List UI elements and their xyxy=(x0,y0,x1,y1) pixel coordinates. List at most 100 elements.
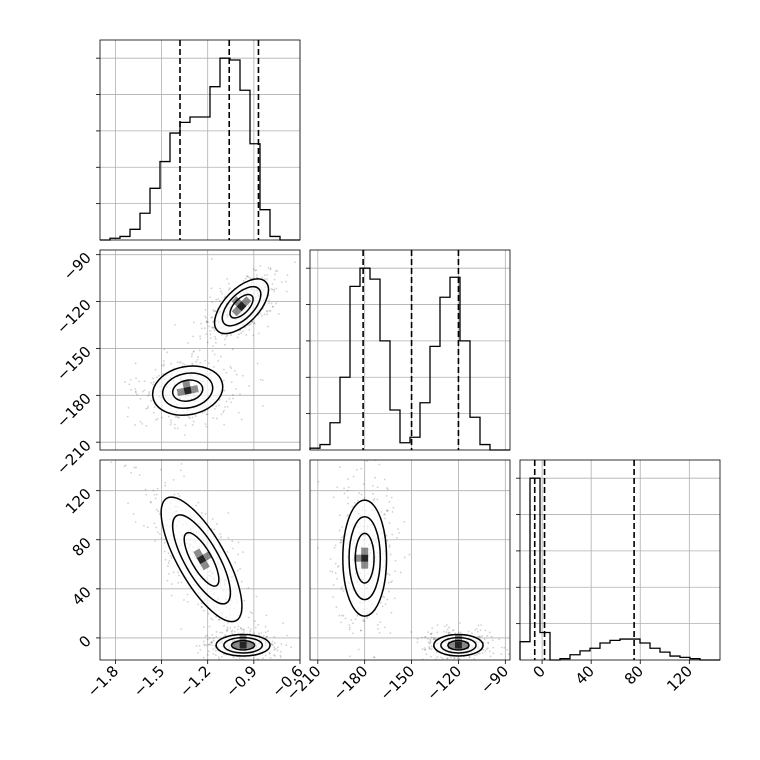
scatter-point xyxy=(145,407,148,410)
scatter-point xyxy=(209,337,212,340)
scatter-point xyxy=(207,612,210,615)
scatter-point xyxy=(351,632,354,635)
scatter-point xyxy=(254,626,257,629)
scatter-point xyxy=(388,500,391,503)
scatter-point xyxy=(162,365,165,367)
scatter-point xyxy=(173,427,176,430)
scatter-point xyxy=(342,614,345,617)
scatter-point xyxy=(430,648,433,651)
scatter-point xyxy=(201,412,204,414)
scatter-point xyxy=(347,478,349,480)
contour-level xyxy=(160,496,243,623)
scatter-point xyxy=(228,282,230,285)
scatter-point xyxy=(146,407,149,409)
scatter-point xyxy=(157,510,160,513)
scatter-point xyxy=(353,501,356,504)
contour-level xyxy=(223,636,264,654)
scatter-point xyxy=(240,418,243,421)
y-tick-label: −90 xyxy=(60,249,95,284)
scatter-point xyxy=(199,649,202,651)
scatter-point xyxy=(214,341,217,344)
scatter-point xyxy=(220,655,223,658)
scatter-point xyxy=(378,632,381,634)
scatter-point xyxy=(208,636,211,639)
scatter-point xyxy=(264,654,267,657)
scatter-point xyxy=(226,628,229,631)
scatter-point xyxy=(211,301,214,304)
scatter-point xyxy=(487,642,490,644)
contour-level xyxy=(161,372,214,409)
scatter-point xyxy=(347,486,350,489)
scatter-point xyxy=(211,640,214,643)
scatter-point xyxy=(341,539,343,542)
density-cell xyxy=(461,641,469,649)
scatter-point xyxy=(210,617,212,620)
scatter-point xyxy=(269,267,272,270)
scatter-point xyxy=(178,574,180,577)
scatter-point xyxy=(354,618,357,621)
scatter-point xyxy=(251,321,254,323)
density-cell xyxy=(190,385,199,394)
scatter-point xyxy=(239,627,242,629)
scatter-point xyxy=(265,309,268,312)
scatter-point xyxy=(266,630,269,633)
scatter-point xyxy=(334,544,337,547)
scatter-point xyxy=(257,623,260,626)
scatter-point xyxy=(195,360,197,363)
density-cell xyxy=(202,551,213,561)
scatter-point xyxy=(479,629,482,632)
density-cell xyxy=(246,641,254,649)
scatter-point xyxy=(506,648,509,651)
scatter-point xyxy=(172,571,175,574)
scatter-point xyxy=(273,654,275,656)
scatter-point xyxy=(148,451,150,453)
contour-level xyxy=(342,499,388,617)
scatter-point xyxy=(474,629,477,631)
scatter-point xyxy=(220,290,222,293)
scatter-point xyxy=(251,320,254,323)
scatter-point xyxy=(191,416,194,419)
y-tick-label: −180 xyxy=(53,389,95,431)
scatter-point xyxy=(196,358,199,361)
scatter-point xyxy=(174,416,177,418)
scatter-point xyxy=(212,648,214,651)
scatter-point xyxy=(252,657,255,659)
scatter-point xyxy=(339,539,342,542)
contour-level xyxy=(230,639,256,651)
scatter-point xyxy=(209,643,212,646)
scatter-point xyxy=(248,632,251,635)
scatter-point xyxy=(349,655,352,658)
scatter-point xyxy=(373,498,376,500)
density-cell xyxy=(196,554,207,565)
density-cell xyxy=(231,306,242,317)
scatter-point xyxy=(170,594,173,597)
scatter-point xyxy=(204,635,207,638)
scatter-point xyxy=(110,461,113,464)
scatter-point xyxy=(452,628,455,631)
scatter-point xyxy=(379,621,382,623)
scatter-point xyxy=(209,296,212,299)
x-tick-label: 120 xyxy=(663,662,696,695)
scatter-point xyxy=(270,643,273,645)
scatter-point xyxy=(177,416,180,419)
scatter-point xyxy=(386,598,389,601)
scatter-point xyxy=(167,562,170,564)
x-tick-label: 80 xyxy=(621,662,647,688)
scatter-point xyxy=(352,475,355,478)
scatter-point xyxy=(254,620,256,623)
histogram-panel-2 xyxy=(516,459,721,661)
histogram-panel-0 xyxy=(96,39,301,241)
scatter-point xyxy=(132,513,135,515)
scatter-point xyxy=(393,597,396,600)
scatter-point xyxy=(481,635,483,637)
scatter-point xyxy=(183,434,186,436)
scatter-point xyxy=(256,362,259,365)
scatter-point xyxy=(129,378,132,381)
scatter-point xyxy=(430,655,432,658)
scatter-point xyxy=(429,638,432,641)
panel-content xyxy=(110,451,292,660)
scatter-point xyxy=(280,643,283,645)
scatter-point xyxy=(273,648,276,651)
contour-level xyxy=(354,532,375,584)
scatter-point xyxy=(195,504,197,507)
